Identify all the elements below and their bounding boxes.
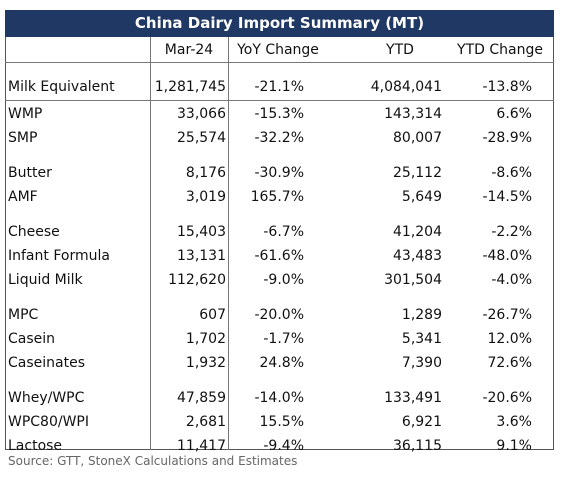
data-cell: -4.0% bbox=[491, 272, 532, 288]
data-cell: 25,112 bbox=[393, 165, 442, 181]
header-rule bbox=[5, 62, 554, 63]
data-cell: 11,417 bbox=[177, 438, 226, 454]
data-cell: 301,504 bbox=[384, 272, 442, 288]
data-cell: -8.6% bbox=[491, 165, 532, 181]
row-label: Caseinates bbox=[8, 355, 85, 371]
data-cell: -9.0% bbox=[263, 272, 304, 288]
row-label: Liquid Milk bbox=[8, 272, 83, 288]
data-cell: -13.8% bbox=[482, 79, 532, 95]
data-cell: 143,314 bbox=[384, 106, 442, 122]
data-cell: -6.7% bbox=[263, 224, 304, 240]
data-cell: -9.4% bbox=[263, 438, 304, 454]
data-cell: 133,491 bbox=[384, 390, 442, 406]
data-cell: 43,483 bbox=[393, 248, 442, 264]
data-cell: 33,066 bbox=[177, 106, 226, 122]
data-cell: 36,115 bbox=[393, 438, 442, 454]
row-label: SMP bbox=[8, 130, 38, 146]
data-cell: 80,007 bbox=[393, 130, 442, 146]
row-label: Lactose bbox=[8, 438, 63, 454]
data-cell: 24.8% bbox=[259, 355, 304, 371]
data-cell: 2,681 bbox=[185, 414, 226, 430]
column-header: Mar-24 bbox=[164, 42, 214, 58]
data-cell: -2.2% bbox=[491, 224, 532, 240]
row-label: Milk Equivalent bbox=[8, 79, 115, 95]
data-cell: -48.0% bbox=[482, 248, 532, 264]
row-label: Cheese bbox=[8, 224, 60, 240]
data-cell: -28.9% bbox=[482, 130, 532, 146]
table-title: China Dairy Import Summary (MT) bbox=[5, 10, 554, 37]
row-label: AMF bbox=[8, 189, 38, 205]
data-cell: 4,084,041 bbox=[370, 79, 442, 95]
column-rule bbox=[150, 37, 151, 450]
data-cell: 607 bbox=[199, 307, 226, 323]
column-header: YTD Change bbox=[457, 42, 543, 58]
data-cell: 41,204 bbox=[393, 224, 442, 240]
data-cell: 1,289 bbox=[401, 307, 442, 323]
data-cell: 15,403 bbox=[177, 224, 226, 240]
data-cell: -32.2% bbox=[254, 130, 304, 146]
column-header: YoY Change bbox=[237, 42, 319, 58]
data-cell: -20.6% bbox=[482, 390, 532, 406]
source-note: Source: GTT, StoneX Calculations and Est… bbox=[8, 454, 298, 468]
row-label: WPC80/WPI bbox=[8, 414, 90, 430]
data-cell: 72.6% bbox=[487, 355, 532, 371]
data-cell: -1.7% bbox=[263, 331, 304, 347]
data-cell: 1,932 bbox=[185, 355, 226, 371]
data-cell: -14.0% bbox=[254, 390, 304, 406]
data-cell: 1,702 bbox=[185, 331, 226, 347]
data-cell: -14.5% bbox=[482, 189, 532, 205]
data-cell: 9.1% bbox=[496, 438, 532, 454]
data-cell: 6,921 bbox=[401, 414, 442, 430]
data-cell: -20.0% bbox=[254, 307, 304, 323]
row-label: Infant Formula bbox=[8, 248, 110, 264]
data-cell: 3.6% bbox=[496, 414, 532, 430]
row-label: MPC bbox=[8, 307, 39, 323]
column-header: YTD bbox=[386, 42, 414, 58]
data-cell: 6.6% bbox=[496, 106, 532, 122]
row-label: WMP bbox=[8, 106, 43, 122]
data-cell: 15.5% bbox=[259, 414, 304, 430]
column-rule bbox=[228, 37, 229, 450]
row-label: Casein bbox=[8, 331, 56, 347]
row-label: Whey/WPC bbox=[8, 390, 85, 406]
data-cell: -26.7% bbox=[482, 307, 532, 323]
data-cell: 5,341 bbox=[401, 331, 442, 347]
data-cell: 1,281,745 bbox=[154, 79, 226, 95]
data-cell: -30.9% bbox=[254, 165, 304, 181]
data-cell: 25,574 bbox=[177, 130, 226, 146]
data-cell: -61.6% bbox=[254, 248, 304, 264]
data-cell: 8,176 bbox=[185, 165, 226, 181]
group-rule bbox=[5, 100, 554, 101]
data-cell: -21.1% bbox=[254, 79, 304, 95]
data-cell: 47,859 bbox=[177, 390, 226, 406]
data-cell: -15.3% bbox=[254, 106, 304, 122]
data-cell: 112,620 bbox=[168, 272, 226, 288]
data-cell: 165.7% bbox=[250, 189, 304, 205]
data-cell: 5,649 bbox=[401, 189, 442, 205]
data-cell: 3,019 bbox=[185, 189, 226, 205]
row-label: Butter bbox=[8, 165, 52, 181]
data-cell: 13,131 bbox=[177, 248, 226, 264]
data-cell: 12.0% bbox=[487, 331, 532, 347]
data-cell: 7,390 bbox=[401, 355, 442, 371]
